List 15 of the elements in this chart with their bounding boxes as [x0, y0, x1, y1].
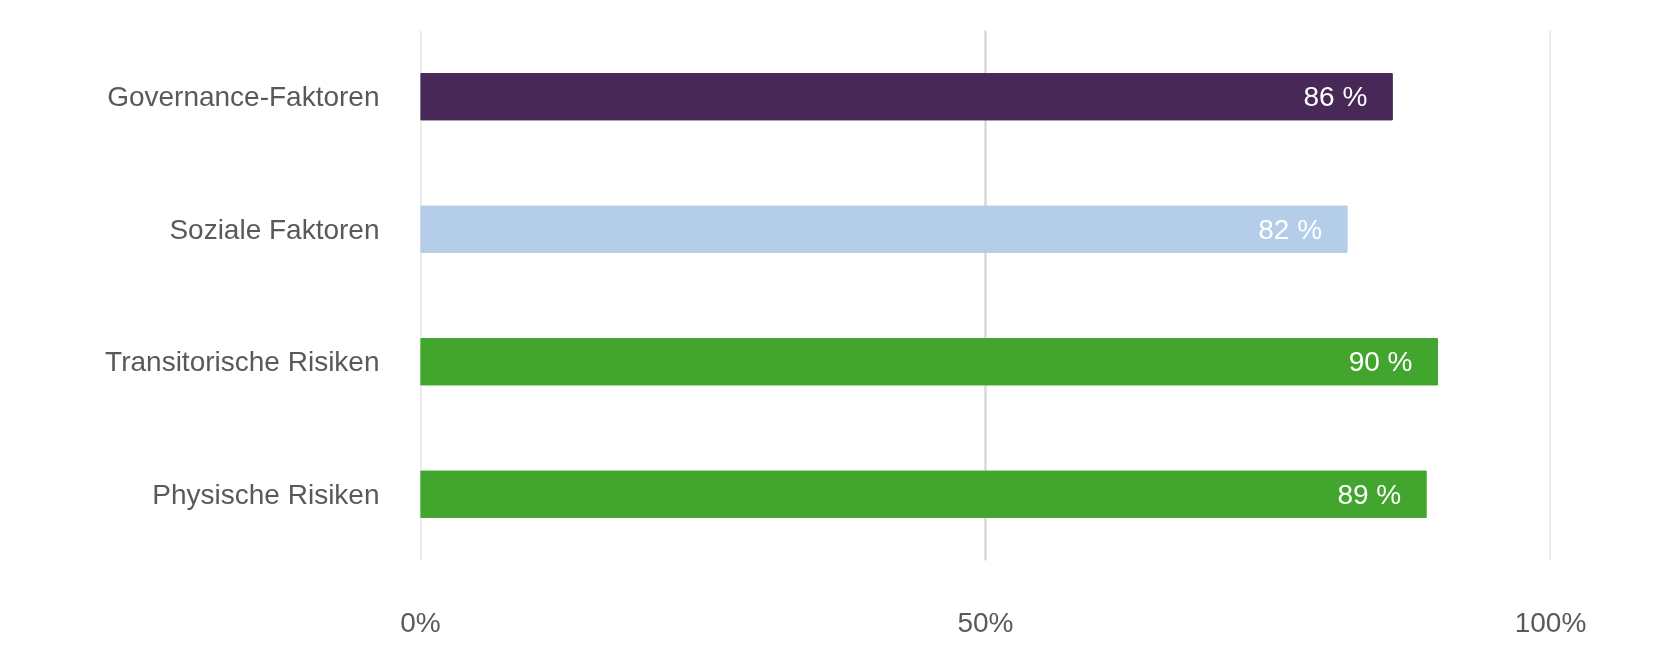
y-tick-label: Soziale Faktoren	[169, 213, 380, 245]
bar	[420, 470, 1427, 518]
x-tick-label: 100%	[1514, 606, 1587, 638]
data-label: 90 %	[1348, 346, 1413, 378]
bar	[420, 338, 1438, 386]
y-tick-label: Physische Risiken	[152, 478, 380, 510]
y-tick-label: Governance-Faktoren	[107, 81, 380, 113]
data-label: 86 %	[1303, 81, 1368, 113]
y-tick-label: Transitorische Risiken	[105, 346, 380, 378]
bar	[420, 73, 1393, 121]
data-label: 89 %	[1337, 478, 1402, 510]
data-label: 82 %	[1258, 213, 1323, 245]
bar	[420, 205, 1348, 253]
x-tick-label: 0%	[400, 606, 441, 638]
x-tick-label: 50%	[957, 606, 1014, 638]
